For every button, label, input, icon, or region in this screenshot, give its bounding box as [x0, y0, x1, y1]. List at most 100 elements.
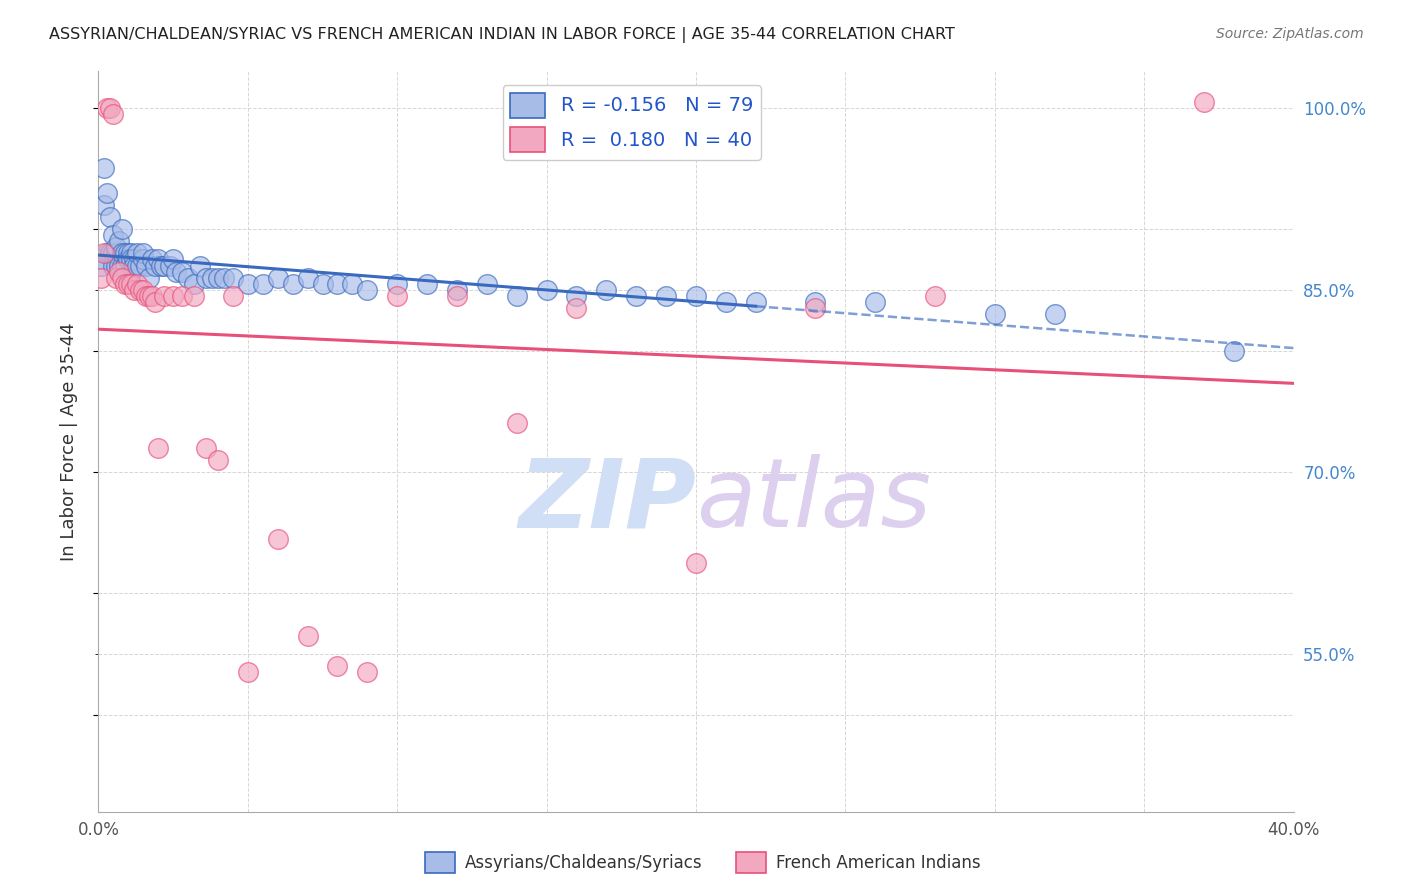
- Point: [356, 665, 378, 680]
- Point: [385, 289, 409, 303]
- Point: [96, 186, 118, 200]
- Point: [96, 101, 118, 115]
- Point: [416, 277, 439, 291]
- Point: [103, 259, 125, 273]
- Point: [311, 277, 333, 291]
- Point: [114, 246, 136, 260]
- Point: [159, 259, 181, 273]
- Point: [124, 283, 146, 297]
- Point: [90, 252, 112, 267]
- Point: [385, 277, 409, 291]
- Point: [188, 259, 211, 273]
- Point: [117, 252, 139, 267]
- Point: [356, 283, 378, 297]
- Point: [924, 289, 946, 303]
- Point: [183, 277, 205, 291]
- Point: [326, 659, 349, 673]
- Point: [93, 161, 115, 176]
- Point: [114, 259, 136, 273]
- Point: [93, 246, 115, 260]
- Point: [172, 289, 194, 303]
- Point: [111, 259, 134, 273]
- Point: [105, 240, 128, 254]
- Point: [143, 295, 166, 310]
- Point: [865, 295, 887, 310]
- Legend: Assyrians/Chaldeans/Syriacs, French American Indians: Assyrians/Chaldeans/Syriacs, French Amer…: [419, 846, 987, 880]
- Point: [297, 629, 319, 643]
- Point: [111, 270, 134, 285]
- Point: [267, 270, 290, 285]
- Point: [93, 198, 115, 212]
- Point: [195, 441, 218, 455]
- Point: [153, 289, 176, 303]
- Point: [201, 270, 224, 285]
- Point: [150, 259, 173, 273]
- Point: [129, 259, 152, 273]
- Point: [141, 252, 163, 267]
- Point: [135, 289, 157, 303]
- Point: [98, 101, 122, 115]
- Point: [141, 289, 163, 303]
- Point: [111, 246, 134, 260]
- Point: [96, 246, 118, 260]
- Point: [117, 270, 139, 285]
- Point: [172, 265, 194, 279]
- Point: [207, 270, 229, 285]
- Point: [124, 252, 146, 267]
- Point: [111, 222, 134, 236]
- Text: Source: ZipAtlas.com: Source: ZipAtlas.com: [1216, 27, 1364, 41]
- Point: [153, 259, 176, 273]
- Point: [132, 283, 155, 297]
- Point: [117, 246, 139, 260]
- Point: [326, 277, 349, 291]
- Y-axis label: In Labor Force | Age 35-44: In Labor Force | Age 35-44: [59, 322, 77, 561]
- Point: [98, 210, 122, 224]
- Point: [685, 556, 707, 570]
- Point: [90, 270, 112, 285]
- Point: [745, 295, 768, 310]
- Point: [105, 270, 128, 285]
- Point: [127, 259, 149, 273]
- Point: [132, 246, 155, 260]
- Point: [195, 270, 218, 285]
- Point: [536, 283, 558, 297]
- Point: [120, 246, 142, 260]
- Point: [127, 246, 149, 260]
- Point: [804, 301, 827, 315]
- Point: [342, 277, 364, 291]
- Point: [120, 252, 142, 267]
- Point: [236, 665, 259, 680]
- Point: [103, 107, 125, 121]
- Point: [222, 289, 245, 303]
- Point: [117, 277, 139, 291]
- Legend: R = -0.156   N = 79, R =  0.180   N = 40: R = -0.156 N = 79, R = 0.180 N = 40: [502, 85, 761, 160]
- Point: [685, 289, 707, 303]
- Point: [1043, 307, 1066, 321]
- Point: [162, 252, 184, 267]
- Point: [105, 246, 128, 260]
- Point: [446, 289, 468, 303]
- Point: [138, 289, 160, 303]
- Point: [267, 532, 290, 546]
- Point: [162, 289, 184, 303]
- Text: ASSYRIAN/CHALDEAN/SYRIAC VS FRENCH AMERICAN INDIAN IN LABOR FORCE | AGE 35-44 CO: ASSYRIAN/CHALDEAN/SYRIAC VS FRENCH AMERI…: [49, 27, 955, 43]
- Point: [114, 277, 136, 291]
- Point: [132, 252, 155, 267]
- Point: [138, 270, 160, 285]
- Point: [108, 234, 131, 248]
- Point: [714, 295, 737, 310]
- Point: [177, 270, 200, 285]
- Point: [506, 417, 529, 431]
- Point: [1192, 95, 1215, 109]
- Point: [984, 307, 1007, 321]
- Point: [252, 277, 274, 291]
- Point: [183, 289, 205, 303]
- Point: [90, 259, 112, 273]
- Point: [655, 289, 678, 303]
- Point: [446, 283, 468, 297]
- Point: [105, 259, 128, 273]
- Point: [143, 259, 166, 273]
- Point: [103, 246, 125, 260]
- Point: [1223, 343, 1246, 358]
- Point: [212, 270, 235, 285]
